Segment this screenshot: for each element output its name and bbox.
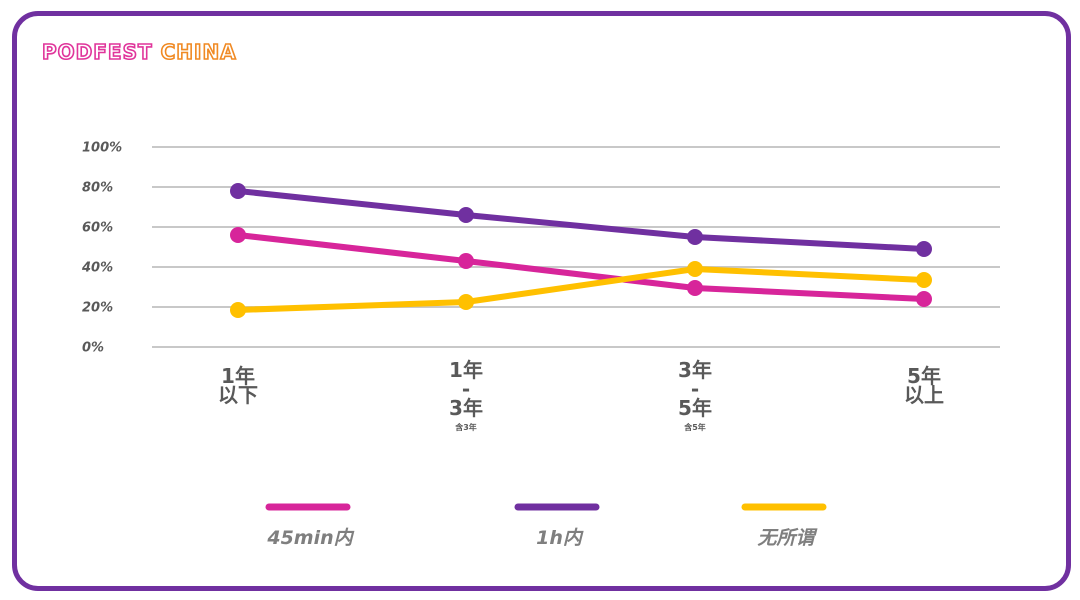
y-tick-label: 60% (82, 221, 113, 236)
x-tick-label: 5年 (907, 364, 941, 388)
x-tick-label: - (691, 377, 699, 401)
x-tick-note: 含5年 (684, 422, 706, 432)
data-point (916, 241, 932, 257)
y-tick-label: 20% (82, 301, 113, 316)
y-tick-label: 40% (81, 261, 113, 276)
y-tick-label: 100% (82, 141, 122, 156)
data-point (230, 227, 246, 243)
legend-label: 1h内 (536, 527, 584, 549)
data-point (230, 183, 246, 199)
y-tick-label: 0% (82, 341, 104, 356)
slide-frame (12, 11, 1071, 591)
legend-label: 45min内 (266, 527, 354, 549)
x-tick-label: 1年 (449, 358, 483, 382)
data-point (916, 272, 932, 288)
brand-logo-part2: CHINA (160, 39, 237, 65)
y-tick-label: 80% (82, 181, 113, 196)
series-lines (230, 183, 932, 318)
data-point (458, 207, 474, 223)
x-tick-note: 含3年 (455, 422, 477, 432)
legend: 45min内 1h内 无所谓 (265, 503, 827, 549)
x-tick-label: - (462, 377, 470, 401)
brand-logo-part1: PODFEST (41, 39, 153, 65)
series-line (235, 232, 927, 302)
series-line (235, 188, 927, 252)
data-point (687, 280, 703, 296)
x-tick-label: 以上 (904, 383, 944, 407)
data-point (458, 294, 474, 310)
x-tick-label: 以下 (218, 383, 258, 407)
data-point (230, 302, 246, 318)
data-point (687, 229, 703, 245)
data-point (458, 253, 474, 269)
data-point (916, 291, 932, 307)
x-tick-label: 1年 (221, 364, 255, 388)
brand-logo: PODFEST CHINA (41, 39, 237, 65)
data-point (687, 261, 703, 277)
x-tick-label: 3年 (678, 358, 712, 382)
y-tick-labels: 0% 20% 40% 60% 80% 100% (81, 141, 122, 356)
x-tick-label: 3年 (449, 396, 483, 420)
x-tick-label: 5年 (678, 396, 712, 420)
series-line (235, 266, 927, 313)
legend-label: 无所谓 (756, 527, 818, 549)
